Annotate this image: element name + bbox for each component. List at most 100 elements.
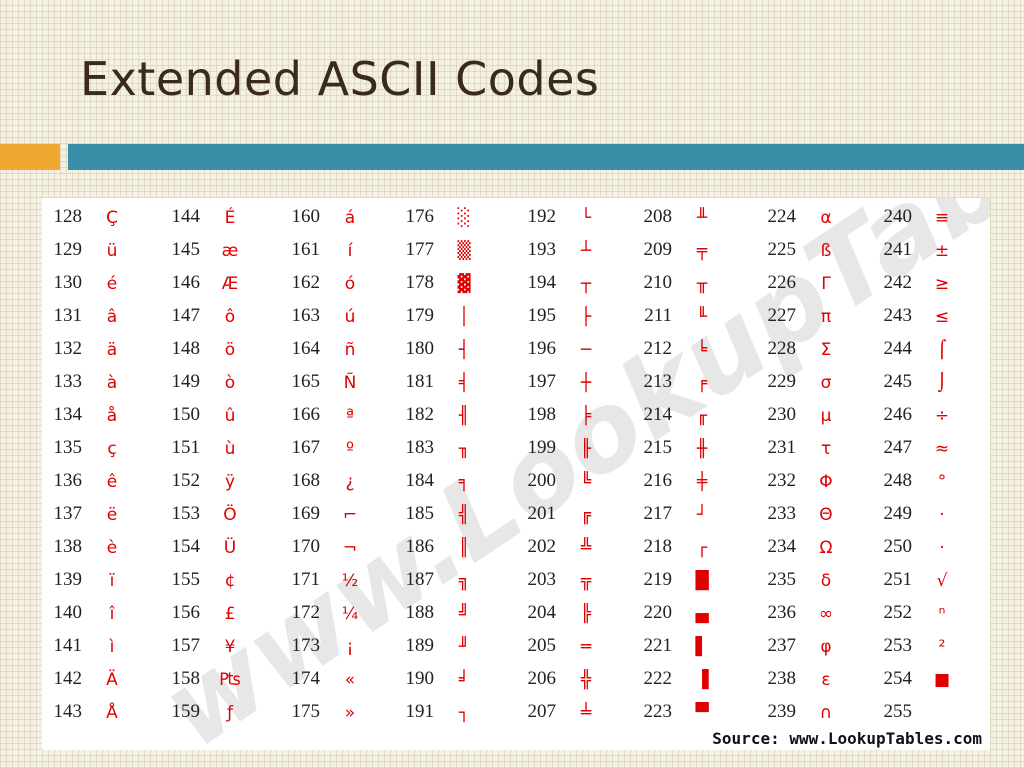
ascii-char: ε [821, 670, 831, 690]
ascii-entry: 211 ╙ [632, 301, 750, 331]
accent-bar-orange [0, 144, 60, 170]
ascii-entry: 165 Ñ [280, 367, 398, 397]
ascii-code: 231 [767, 437, 797, 458]
ascii-code: 131 [53, 305, 83, 326]
ascii-char: τ [820, 439, 832, 459]
ascii-entry: 214 ╓ [632, 400, 750, 430]
ascii-char: ¿ [345, 472, 355, 492]
ascii-code: 164 [291, 338, 321, 359]
ascii-entry: 141 ì [42, 631, 160, 661]
ascii-entry: 133 à [42, 367, 160, 397]
ascii-code: 141 [53, 635, 83, 656]
ascii-entry: 210 ╥ [632, 268, 750, 298]
ascii-char: σ [820, 373, 832, 393]
ascii-char: Æ [221, 274, 239, 294]
ascii-entry: 131 â [42, 301, 160, 331]
ascii-entry: 194 ┬ [516, 268, 634, 298]
ascii-char: º [345, 439, 354, 459]
ascii-char: ┐ [458, 703, 470, 723]
ascii-code: 162 [291, 272, 321, 293]
ascii-code: 228 [767, 338, 797, 359]
ascii-code: 229 [767, 371, 797, 392]
ascii-entry: 195 ├ [516, 301, 634, 331]
ascii-code: 160 [291, 206, 321, 227]
ascii-code: 183 [405, 437, 435, 458]
ascii-char: ─ [580, 340, 592, 360]
ascii-char: ╞ [580, 406, 592, 426]
ascii-code: 239 [767, 701, 797, 722]
ascii-entry: 187 ╗ [394, 565, 512, 595]
ascii-char: ╫ [696, 439, 708, 459]
ascii-char: á [344, 208, 356, 228]
ascii-code: 250 [883, 536, 913, 557]
ascii-char: ¬ [342, 538, 358, 558]
ascii-char: ╘ [696, 340, 708, 360]
ascii-entry: 144 É [160, 202, 278, 232]
ascii-char: ₧ [219, 670, 241, 690]
ascii-entry: 212 ╘ [632, 334, 750, 364]
ascii-entry: 152 ÿ [160, 466, 278, 496]
ascii-entry: 129 ü [42, 235, 160, 265]
ascii-char: ê [106, 472, 118, 492]
ascii-entry: 229 σ [756, 367, 874, 397]
ascii-entry: 184 ╕ [394, 466, 512, 496]
ascii-char: Φ [819, 472, 833, 492]
ascii-char: ½ [341, 571, 359, 591]
ascii-entry: 138 è [42, 532, 160, 562]
ascii-entry: 236 ∞ [756, 598, 874, 628]
ascii-char: â [106, 307, 118, 327]
ascii-char: Ö [223, 505, 237, 525]
ascii-code: 128 [53, 206, 83, 227]
ascii-char: ╝ [458, 604, 470, 624]
ascii-char: ⌐ [342, 505, 358, 525]
ascii-char: ⌡ [937, 373, 947, 393]
ascii-entry: 154 Ü [160, 532, 278, 562]
ascii-code: 242 [883, 272, 913, 293]
ascii-code: 193 [527, 239, 557, 260]
ascii-char: ß [820, 241, 832, 261]
ascii-code: 195 [527, 305, 557, 326]
ascii-char: ╣ [458, 505, 470, 525]
ascii-code: 182 [405, 404, 435, 425]
ascii-char: µ [820, 406, 832, 426]
ascii-code: 210 [643, 272, 673, 293]
ascii-code: 189 [405, 635, 435, 656]
ascii-entry: 191 ┐ [394, 697, 512, 727]
ascii-char: ∞ [818, 604, 834, 624]
ascii-char: ╗ [458, 571, 470, 591]
ascii-code: 199 [527, 437, 557, 458]
ascii-code: 165 [291, 371, 321, 392]
ascii-code: 138 [53, 536, 83, 557]
ascii-code: 190 [405, 668, 435, 689]
ascii-code: 237 [767, 635, 797, 656]
ascii-entry: 225 ß [756, 235, 874, 265]
ascii-code: 249 [883, 503, 913, 524]
ascii-entry: 253 ² [872, 631, 990, 661]
ascii-entry: 188 ╝ [394, 598, 512, 628]
ascii-code: 226 [767, 272, 797, 293]
ascii-char: ┌ [696, 538, 708, 558]
ascii-char: ╩ [580, 538, 592, 558]
ascii-code: 156 [171, 602, 201, 623]
ascii-code: 177 [405, 239, 435, 260]
ascii-char: ╠ [580, 604, 592, 624]
ascii-entry: 231 τ [756, 433, 874, 463]
ascii-code: 248 [883, 470, 913, 491]
source-credit: Source: www.LookupTables.com [712, 729, 982, 748]
ascii-code: 251 [883, 569, 913, 590]
ascii-code: 244 [883, 338, 913, 359]
ascii-code: 215 [643, 437, 673, 458]
ascii-code: 219 [643, 569, 673, 590]
ascii-char: π [820, 307, 832, 327]
ascii-char: æ [221, 241, 239, 261]
ascii-char: ▓ [457, 274, 471, 294]
ascii-code: 247 [883, 437, 913, 458]
ascii-table: www.LookupTables.com 128 Ç 129 ü 130 é 131 â 132… [42, 198, 990, 750]
ascii-code: 217 [643, 503, 673, 524]
ascii-entry: 226 Γ [756, 268, 874, 298]
ascii-code: 230 [767, 404, 797, 425]
ascii-code: 155 [171, 569, 201, 590]
ascii-code: 238 [767, 668, 797, 689]
ascii-entry: 228 Σ [756, 334, 874, 364]
ascii-entry: 151 ù [160, 433, 278, 463]
